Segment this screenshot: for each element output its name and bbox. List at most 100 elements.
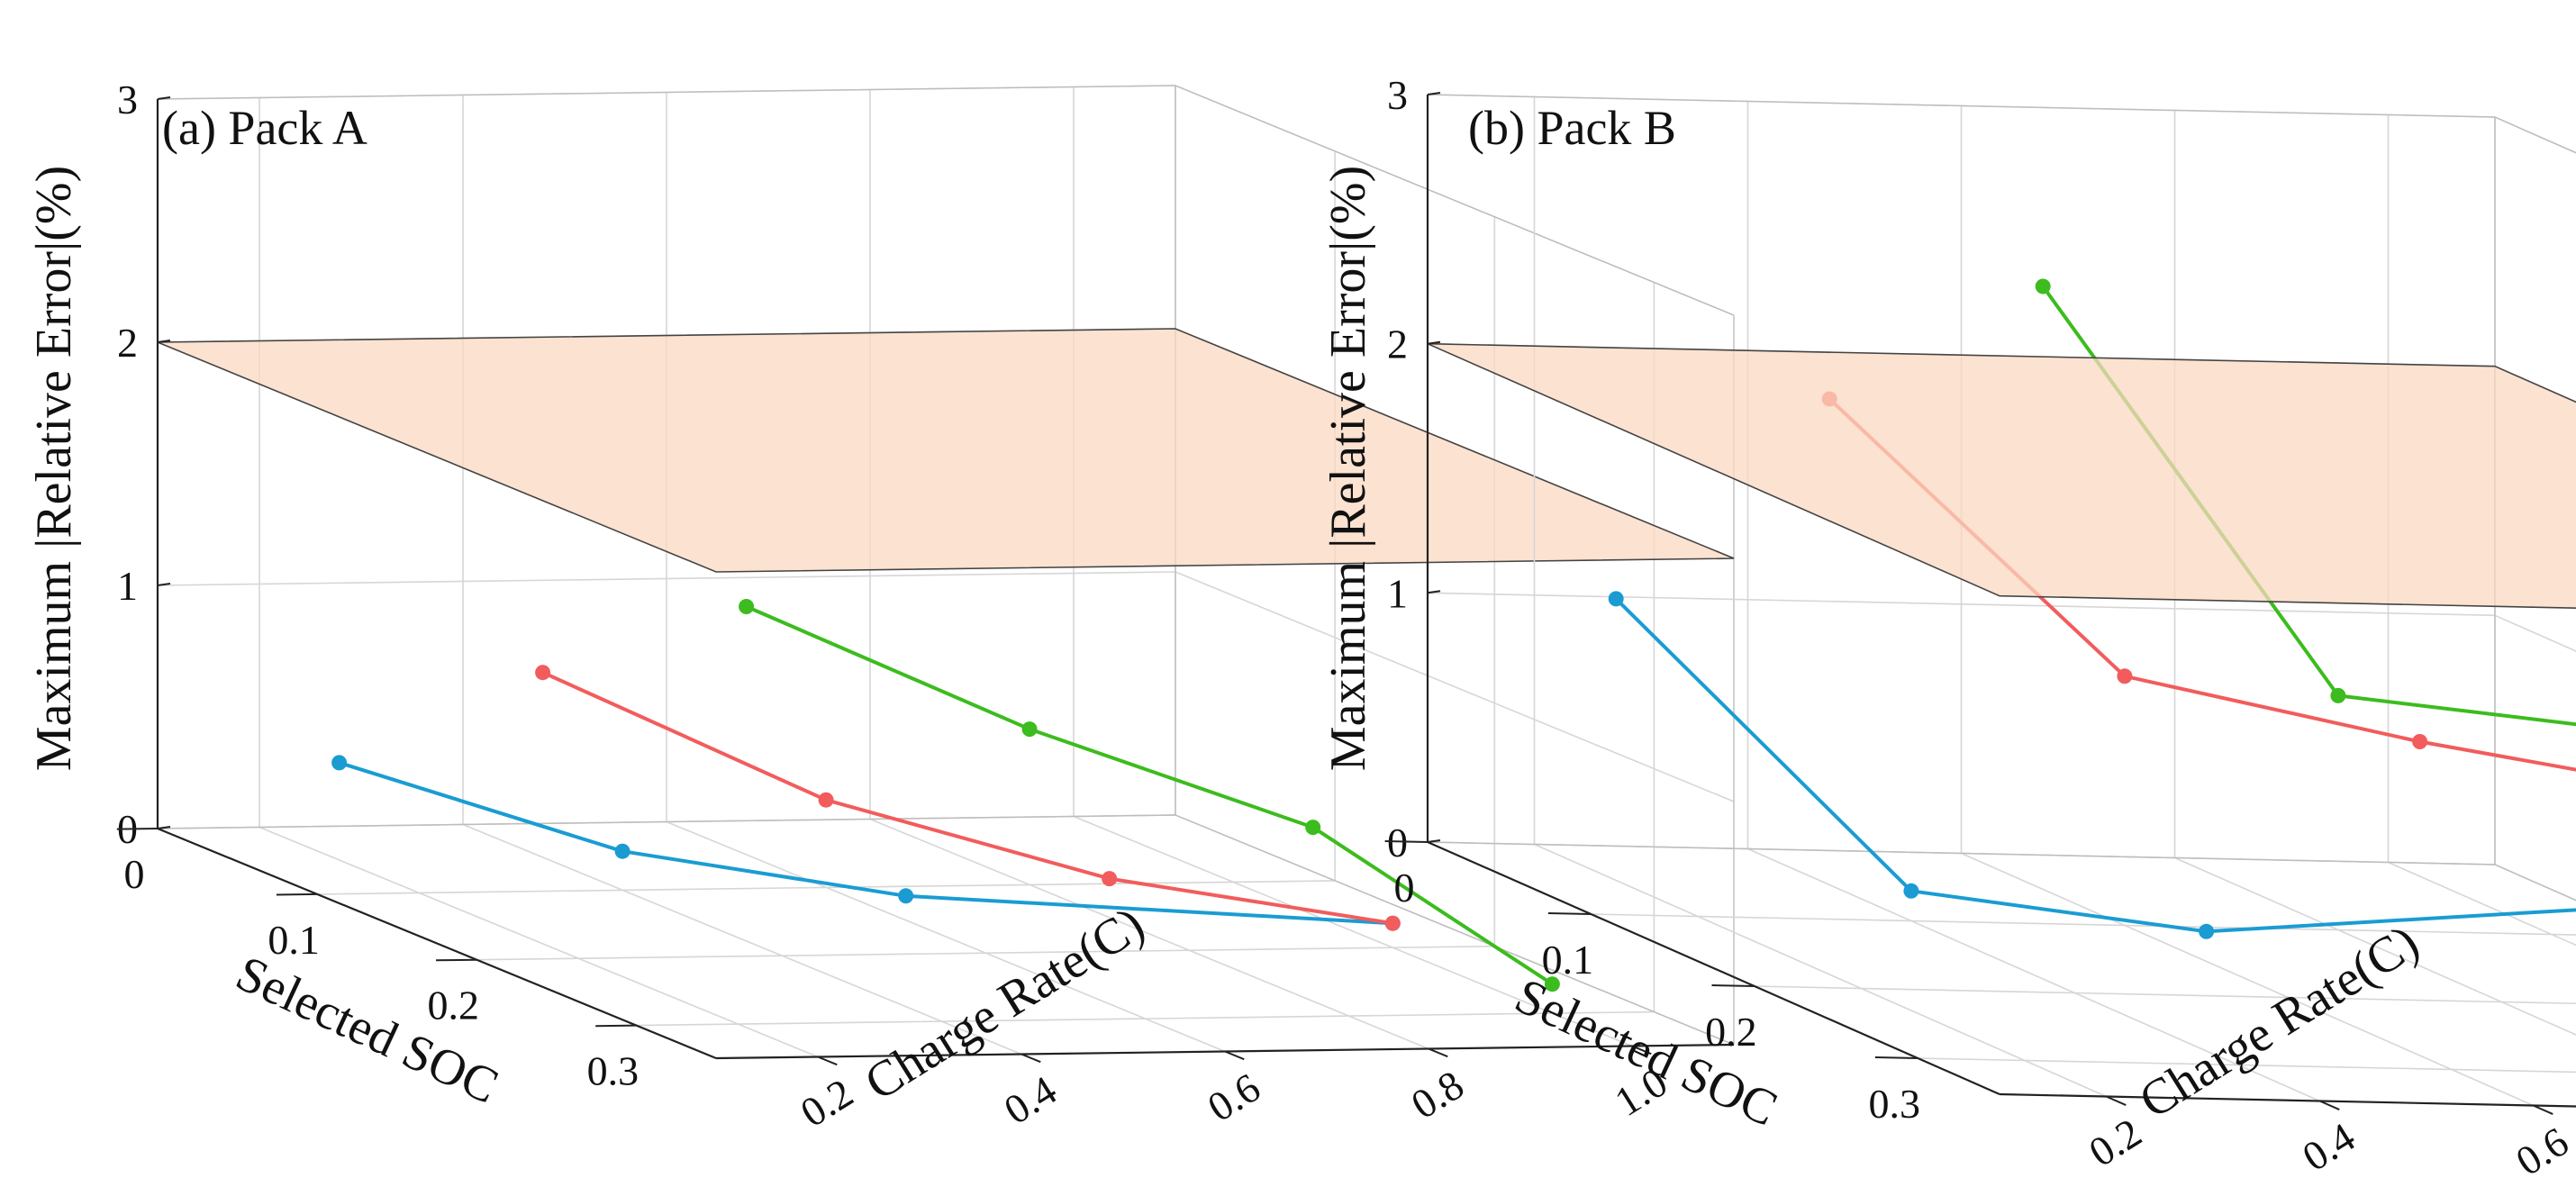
floor-grid-y [1534,843,2107,1098]
y-tick [1631,1045,1652,1056]
x-tick-label: 0 [124,851,145,897]
x-tick-label: 0.1 [1542,937,1594,983]
series-line-2 [541,670,1393,926]
back-wall-grid-z [157,571,1176,586]
series-point-1 [1903,883,1919,899]
series-point-1 [614,843,630,859]
pane-edge [1427,94,2496,118]
series-line-1 [1614,597,2576,934]
y-tick [2106,1095,2127,1107]
y-axis-line [1999,1092,2576,1108]
floor-grid-y [1073,815,1633,1047]
pane-edge [157,814,1176,829]
side-wall-grid-z [2494,116,2576,154]
series-point-3 [1544,976,1560,992]
x-tick-label: 0.1 [268,917,320,963]
floor-grid-y [666,820,1226,1053]
series-point-3 [1305,820,1321,836]
x-axis-line [157,827,717,1060]
y-tick-label: 0.4 [996,1066,1065,1133]
z-tick [157,826,171,829]
floor-grid-x [1754,985,2576,1005]
series-point-1 [331,755,348,771]
floor-grid-y [462,823,1022,1056]
y-tick-label: 0.6 [1200,1064,1268,1130]
y-tick [2319,1100,2340,1111]
series-point-2 [1384,915,1401,931]
z-tick [1427,92,1441,95]
axes [156,99,1735,1060]
x-axis-label: Selected SOC [228,946,507,1115]
z-tick-label: 3 [1387,72,1408,118]
floor-grid-y [259,826,819,1058]
pane-edge [1175,814,1735,1046]
x-tick [1874,1056,1918,1059]
x-tick-label: 0.2 [428,983,480,1028]
pane-edge [1427,841,2496,865]
floor-grid-y [1747,847,2320,1102]
threshold-plane [1427,342,2576,610]
z-axis-label: Maximum |Relative Error|(%) [26,166,82,771]
series-point-3 [2330,687,2346,703]
series-point-3 [739,599,755,614]
side-wall-grid-z [2494,614,2576,652]
y-tick-label: 0.2 [2081,1109,2149,1175]
z-tick [157,583,171,586]
x-tick-label: 0.2 [1705,1009,1757,1055]
series-group [331,599,1560,992]
series-point-1 [898,888,914,904]
z-axis-label: Maximum |Relative Error|(%) [1320,166,1376,771]
y-tick-label: 0.4 [2294,1113,2363,1180]
series-point-2 [535,665,551,681]
x-tick-label: 0.3 [1869,1081,1921,1127]
series-point-2 [1102,871,1118,887]
series-point-2 [2117,668,2133,684]
z-tick-label: 2 [1387,322,1408,367]
y-tick-label: 0.6 [2508,1118,2576,1184]
x-tick [276,893,318,896]
x-tick-label: 0 [1394,865,1415,911]
panel-title: (a) Pack A [162,101,367,155]
series-point-2 [2412,734,2428,749]
y-tick [2533,1104,2553,1116]
z-tick [157,340,171,343]
x-tick-label: 0.3 [587,1048,639,1094]
y-tick [1020,1053,1041,1064]
series-line-3 [745,604,1554,986]
z-tick-label: 1 [1387,570,1408,616]
z-tick-label: 1 [117,563,138,609]
x-tick [1547,912,1592,915]
panel-title: (b) Pack B [1468,101,1676,155]
series-point-1 [1608,591,1624,607]
y-tick [1428,1047,1448,1058]
side-wall-grid-z [2494,864,2576,902]
pane-edge [157,85,1176,100]
floor-grid-y [1961,852,2534,1107]
pane-edge [2494,116,2576,154]
threshold-plane [157,328,1735,573]
series-point-2 [818,792,834,808]
x-axis-line [1427,840,2000,1096]
z-tick [1427,340,1441,345]
pane-edge [1175,85,1735,316]
floor-grid-y [869,818,1429,1050]
z-tick-label: 3 [117,77,138,122]
gridlines [157,85,1735,1058]
y-axis-label: Charge Rate(C) [2130,914,2428,1129]
series-point-3 [1021,721,1038,738]
side-wall-grid-z [1175,571,1735,802]
x-tick [595,1024,637,1028]
x-tick [1711,984,1755,987]
y-tick-label: 0.8 [1403,1061,1472,1128]
z-tick [1427,839,1441,843]
x-tick [1384,840,1429,843]
floor-grid-y [2388,861,2576,947]
z-tick [157,96,171,100]
back-wall-grid-z [1427,592,2496,617]
series-point-1 [2199,923,2215,939]
z-tick [1427,590,1441,594]
